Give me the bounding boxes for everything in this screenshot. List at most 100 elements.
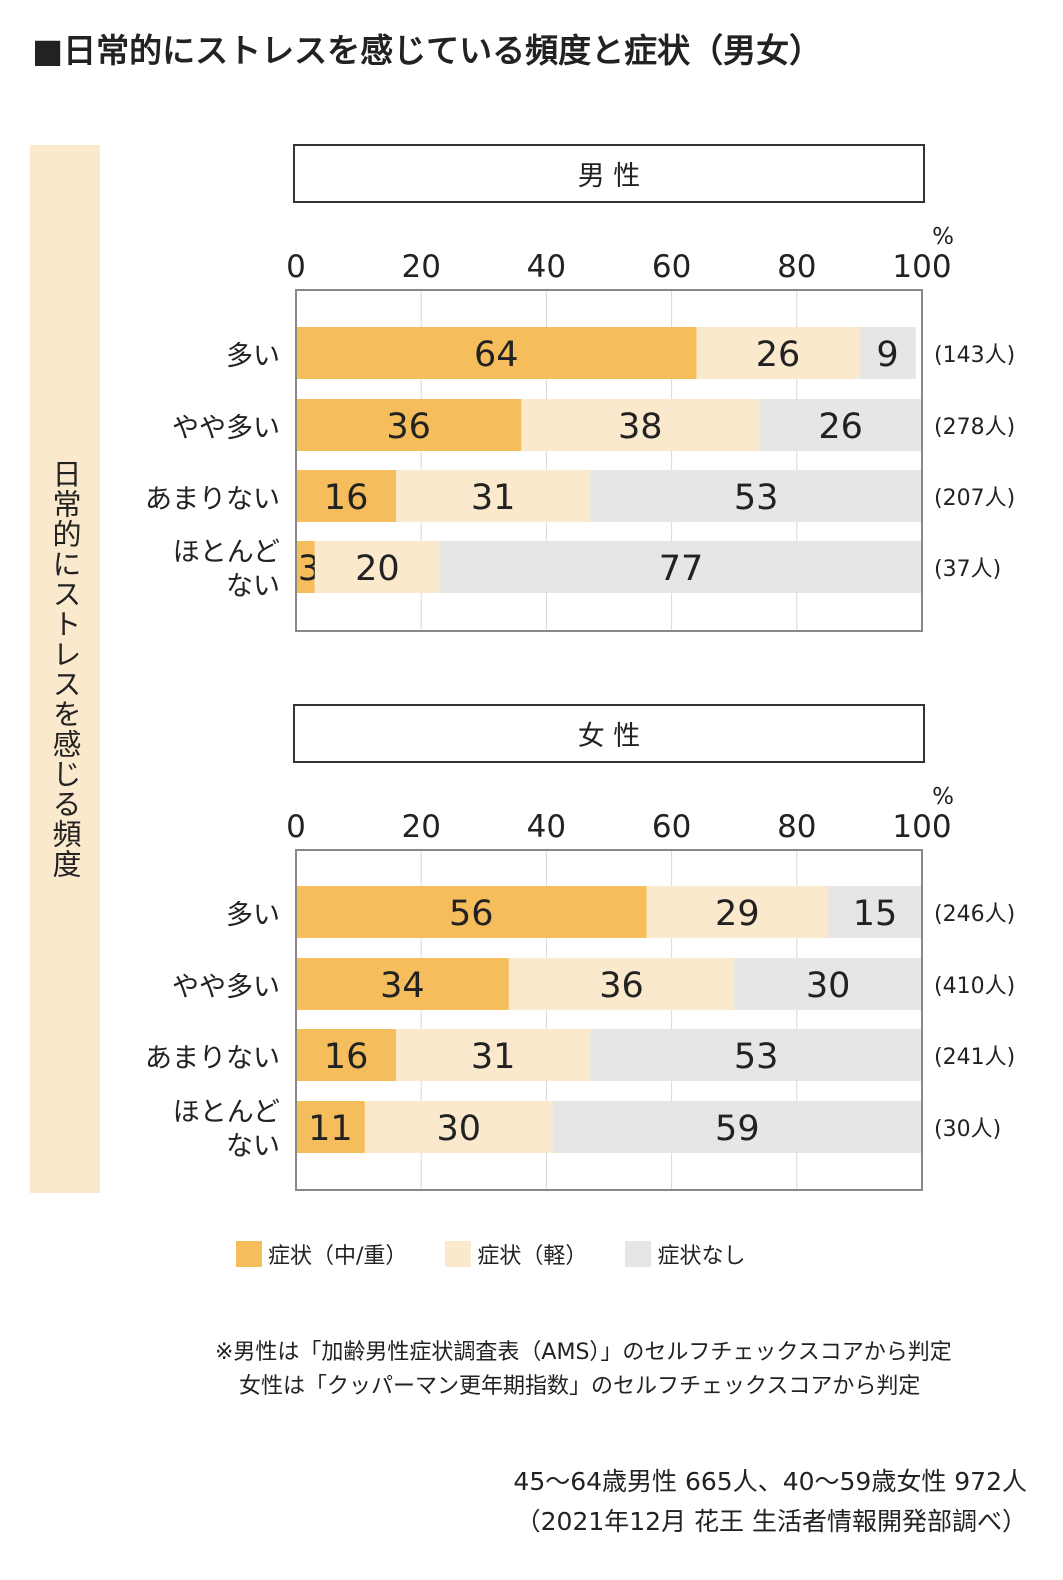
data-label-male-moderate-severe: 64 [474,335,519,375]
footnote-line-1: ※男性は「加齢男性症状調査表（AMS）」のセルフチェックスコアから判定 [215,1340,952,1365]
bar-female-none [552,1101,922,1153]
data-label-female-none: 59 [715,1109,760,1149]
footnote-line-2: 女性は「クッパーマン更年期指数」のセルフチェックスコアから判定 [239,1374,921,1399]
bar-male-mild [696,327,860,379]
data-label-male-moderate-severe: 36 [386,407,431,447]
panel-title-box-male [293,144,925,203]
plot-frame-male [295,289,923,632]
unit-label-female: % [932,784,954,810]
y-axis-label: 日常的にストレスを感じる頻度 [48,459,82,879]
bar-female-moderate-severe [296,1029,397,1081]
bar-female-moderate-severe [296,886,647,938]
data-label-female-moderate-severe: 11 [308,1109,353,1149]
bar-female-moderate-severe [296,958,509,1010]
category-label-male: ない [226,571,280,602]
x-tick-label-male: 20 [401,249,440,285]
respondent-count-male: (143人) [934,343,1015,368]
x-tick-label-female: 100 [892,809,951,845]
bar-male-mild [314,541,440,593]
legend-item-mild: 症状（軽） [445,1238,587,1270]
bar-male-none [759,399,922,451]
data-label-female-mild: 36 [599,966,644,1006]
source-line-2: （2021年12月 花王 生活者情報開発部調べ） [515,1507,1027,1536]
x-tick-label-male: 80 [777,249,816,285]
x-tick-label-male: 60 [652,249,691,285]
bar-male-moderate-severe [296,541,315,593]
legend-label-mild: 症状（軽） [477,1244,588,1269]
x-tick-label-female: 40 [527,809,566,845]
category-label-male: あまりない [145,484,280,515]
data-label-male-none: 9 [876,335,898,375]
data-label-male-moderate-severe: 3 [298,549,320,589]
chart-title: ■日常的にストレスを感じている頻度と症状（男女） [32,31,823,70]
legend-item-moderate-severe: 症状（中/重） [236,1238,407,1270]
source-note: 45〜64歳男性 665人、40〜59歳女性 972人 （2021年12月 花王… [513,1462,1027,1542]
category-label-male: ほとんど [173,537,280,568]
source-line-1: 45〜64歳男性 665人、40〜59歳女性 972人 [513,1467,1027,1496]
data-label-male-none: 77 [659,549,704,589]
respondent-count-female: (241人) [934,1045,1015,1070]
footnote: ※男性は「加齢男性症状調査表（AMS）」のセルフチェックスコアから判定 女性は「… [215,1336,952,1404]
bar-male-mild [521,399,760,451]
bar-male-moderate-severe [296,470,397,522]
bar-female-none [734,958,922,1010]
x-tick-label-male: 100 [892,249,951,285]
bar-male-none [439,541,922,593]
data-label-female-none: 30 [806,966,851,1006]
legend-item-none: 症状なし [625,1238,745,1270]
legend-label-moderate-severe: 症状（中/重） [268,1244,408,1269]
data-label-female-none: 15 [853,894,898,934]
plot-frame-female [295,849,923,1191]
data-label-female-mild: 29 [715,894,760,934]
x-tick-label-female: 20 [401,809,440,845]
data-label-male-mild: 31 [471,478,516,518]
data-label-male-none: 53 [734,478,779,518]
bar-male-none [859,327,916,379]
data-label-male-mild: 38 [618,407,663,447]
bar-female-none [828,886,922,938]
respondent-count-male: (207人) [934,486,1015,511]
bar-female-mild [364,1101,553,1153]
x-tick-label-female: 60 [652,809,691,845]
category-label-female: やや多い [172,972,280,1003]
data-label-male-moderate-severe: 16 [324,478,369,518]
data-label-male-none: 26 [818,407,863,447]
category-label-female: ない [226,1131,280,1162]
bar-male-moderate-severe [296,399,522,451]
bar-male-moderate-severe [296,327,697,379]
bar-female-mild [508,958,735,1010]
panel-title-male: 男 性 [578,161,641,192]
legend-swatch-moderate-severe [236,1241,262,1267]
bar-male-none [590,470,922,522]
data-label-female-none: 53 [734,1037,779,1077]
legend-swatch-none [625,1241,652,1267]
x-tick-label-female: 80 [777,809,816,845]
y-axis-label-band: 日常的にストレスを感じる頻度 [30,145,100,1193]
bar-male-mild [396,470,591,522]
respondent-count-female: (30人) [934,1117,1001,1142]
data-label-male-mild: 26 [756,335,801,375]
bar-female-moderate-severe [296,1101,365,1153]
respondent-count-female: (410人) [934,974,1015,999]
category-label-male: やや多い [172,413,280,444]
respondent-count-male: (37人) [934,557,1001,582]
category-label-male: 多い [226,341,280,372]
bar-female-mild [396,1029,591,1081]
panel-title-female: 女 性 [578,721,641,752]
bar-female-mild [646,886,829,938]
data-label-female-moderate-severe: 16 [324,1037,369,1077]
respondent-count-female: (246人) [934,902,1015,927]
bar-female-none [590,1029,922,1081]
data-label-female-mild: 31 [471,1037,516,1077]
category-label-female: あまりない [145,1043,280,1074]
x-tick-label-male: 0 [286,249,306,285]
legend-label-none: 症状なし [657,1244,746,1269]
legend: 症状（中/重） 症状（軽） 症状なし [236,1238,783,1270]
unit-label-male: % [932,224,954,250]
data-label-female-moderate-severe: 56 [449,894,494,934]
data-label-female-moderate-severe: 34 [380,966,425,1006]
x-tick-label-female: 0 [286,809,306,845]
category-label-female: ほとんど [173,1097,280,1128]
category-label-female: 多い [226,900,280,931]
